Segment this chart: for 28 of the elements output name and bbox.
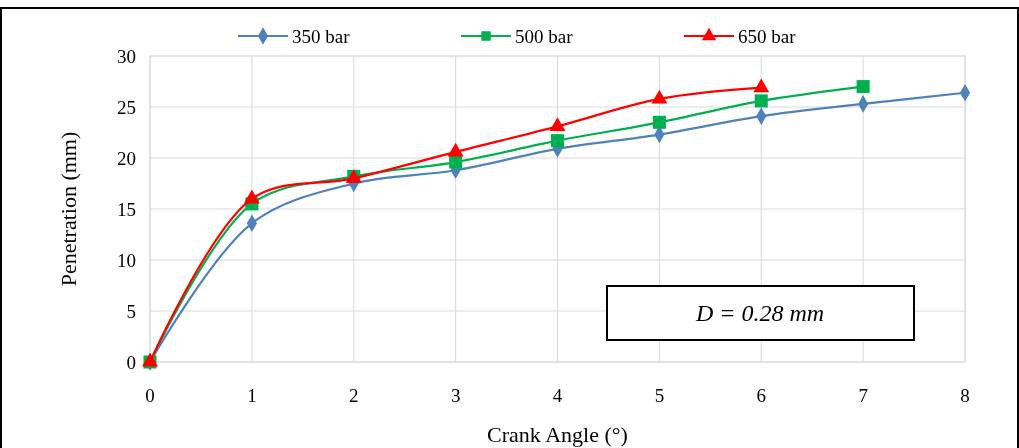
x-tick-label: 6 — [756, 385, 766, 406]
y-tick-label: 15 — [117, 198, 136, 220]
x-tick-label: 0 — [145, 385, 155, 406]
x-axis-title: Crank Angle (°) — [487, 422, 628, 447]
point — [856, 80, 870, 94]
x-tick-label: 5 — [654, 385, 665, 406]
y-tick-label: 5 — [126, 300, 136, 322]
legend-label: 650 bar — [738, 25, 797, 47]
point — [652, 115, 666, 129]
x-tick-label: 1 — [247, 385, 257, 406]
y-axis-title: Penetration (mm) — [56, 131, 81, 287]
y-tick-label: 0 — [126, 351, 136, 373]
point — [753, 78, 770, 93]
y-tick-label: 20 — [117, 147, 136, 169]
x-tick-label: 4 — [552, 385, 563, 406]
point — [449, 155, 463, 169]
point — [550, 134, 565, 148]
x-tick-label: 3 — [450, 385, 461, 406]
y-tick-label: 30 — [117, 45, 136, 67]
legend-label: 350 bar — [292, 25, 351, 47]
x-tick-label: 2 — [349, 385, 359, 406]
x-tick-label: 8 — [960, 385, 970, 406]
annotation: D = 0.28 mm — [694, 300, 825, 326]
legend-label: 500 bar — [515, 25, 574, 47]
x-tick-label: 7 — [858, 385, 868, 406]
y-tick-label: 25 — [117, 96, 136, 118]
point — [754, 94, 768, 108]
y-tick-label: 10 — [117, 249, 136, 271]
